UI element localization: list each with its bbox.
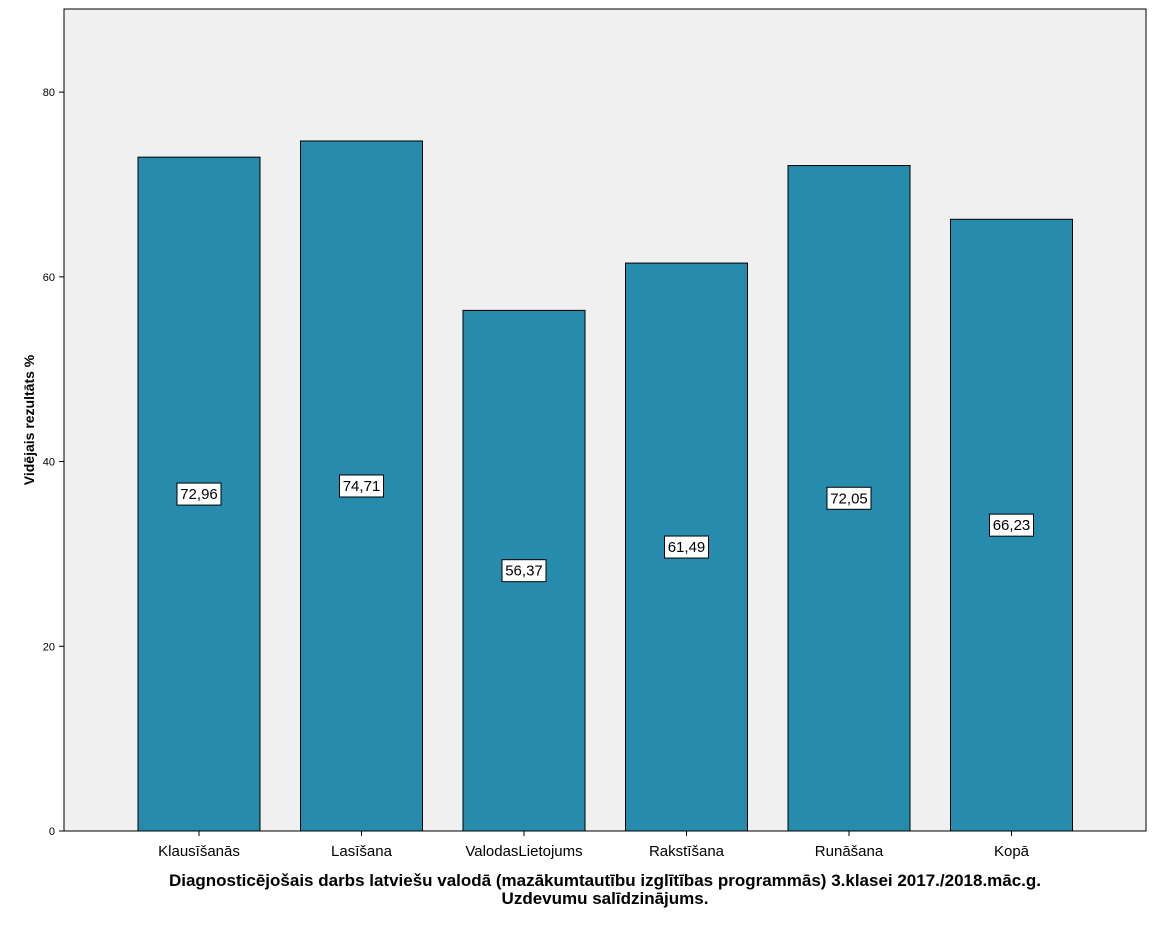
value-label-box	[664, 535, 709, 559]
y-tick-label: 40	[43, 457, 55, 469]
y-tick-label: 60	[43, 272, 55, 284]
y-axis-title: Vidējais rezultāts %	[21, 354, 37, 485]
x-axis-title-line-2: Uzdevumu salīdzinājums.	[501, 889, 709, 908]
value-label: 74,71	[343, 478, 381, 495]
x-tick-label: Kopā	[994, 843, 1030, 860]
x-tick-label: Runāšana	[815, 843, 884, 860]
value-label-box	[176, 482, 222, 506]
y-tick-label: 20	[43, 641, 55, 653]
value-label-box	[826, 486, 872, 510]
y-tick-label: 0	[49, 826, 55, 838]
y-tick-label: 80	[43, 87, 55, 99]
value-label-box	[501, 559, 547, 583]
x-tick-label: Rakstīšana	[649, 843, 725, 860]
value-label-box	[989, 513, 1034, 537]
value-label: 66,23	[993, 517, 1031, 534]
x-tick-label: Lasīšana	[331, 843, 393, 860]
value-label: 72,05	[830, 490, 868, 507]
value-label-box	[339, 474, 384, 498]
value-label: 56,37	[505, 563, 543, 580]
value-label: 61,49	[668, 539, 706, 556]
x-axis-title-line-1: Diagnosticējošais darbs latviešu valodā …	[168, 871, 1042, 890]
value-label: 72,96	[180, 486, 218, 503]
x-tick-label: ValodasLietojums	[465, 843, 582, 860]
x-tick-label: Klausīšanās	[158, 843, 240, 860]
